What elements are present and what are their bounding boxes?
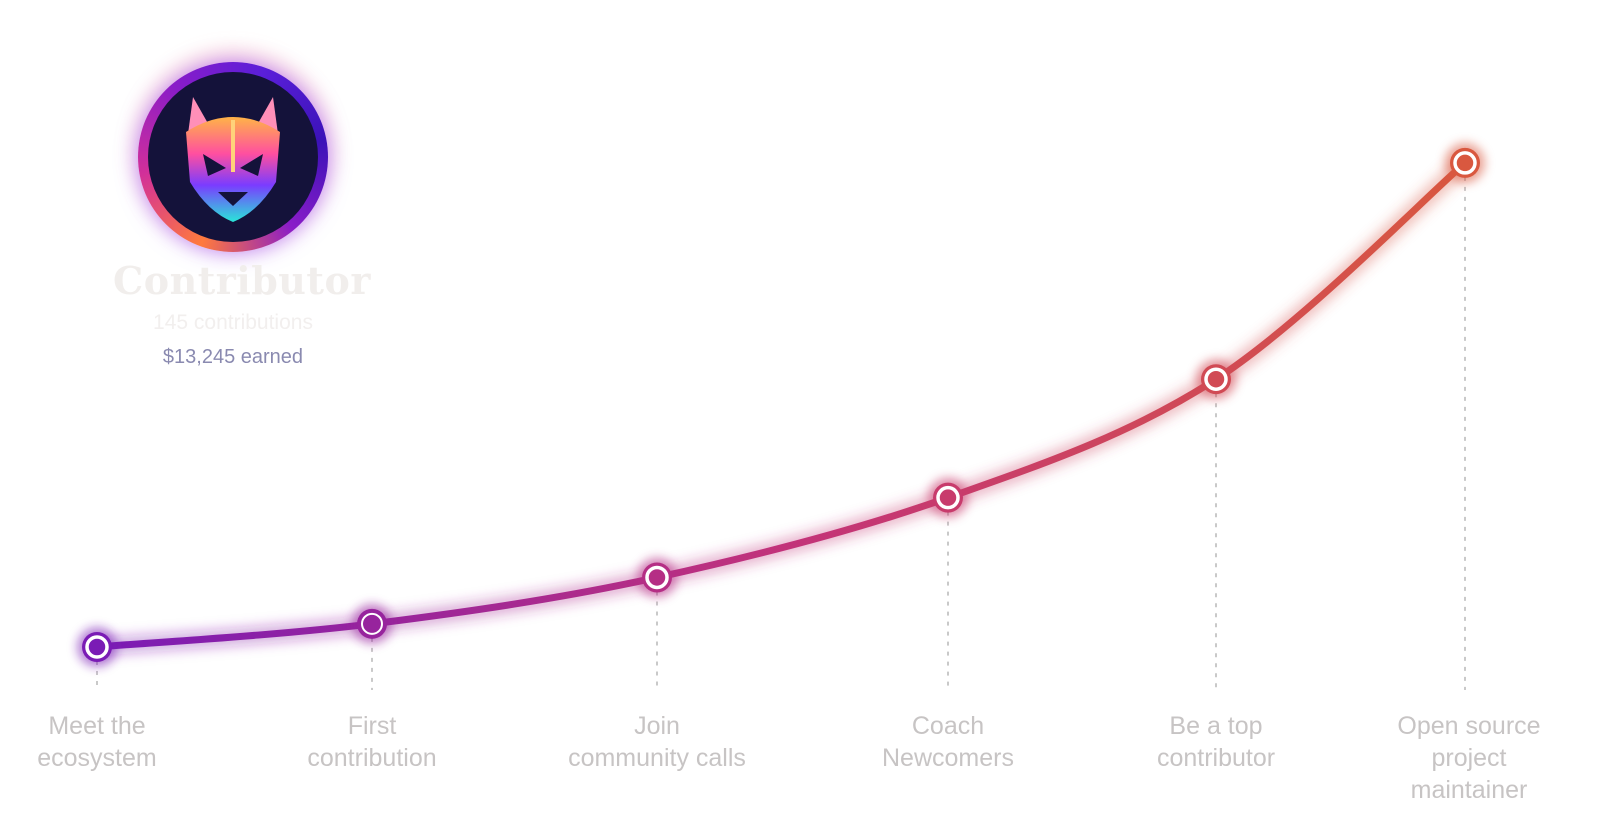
step-node[interactable]: [352, 603, 392, 644]
step-label: Be a top contributor: [1156, 712, 1276, 772]
step-label: First contribution: [307, 712, 437, 772]
step-node-ring: [85, 635, 109, 659]
avatar: [138, 62, 328, 252]
step-label: Meet the ecosystem: [37, 712, 157, 772]
step-node-ring: [361, 612, 383, 635]
step-node[interactable]: [1445, 142, 1485, 183]
step-node[interactable]: [1196, 359, 1236, 400]
earned-amount: $13,245 earned: [162, 346, 304, 368]
profile-title: Contributor: [113, 258, 371, 303]
journey-curve: [93, 159, 1469, 651]
step-node-ring: [1453, 151, 1477, 175]
step-label: Join community calls: [568, 712, 746, 772]
step-node-ring: [936, 485, 960, 510]
step-node[interactable]: [928, 477, 968, 518]
step-node-ring: [645, 565, 669, 590]
contributor-profile: Contributor 145 contributions $13,245 ea…: [113, 40, 371, 380]
contributions-count: 145 contributions: [153, 311, 313, 334]
step-node[interactable]: [637, 557, 677, 598]
step-node[interactable]: [77, 627, 117, 667]
step-node-ring: [1204, 367, 1228, 391]
step-label: Coach Newcomers: [882, 712, 1014, 772]
step-label: Open source project maintainer: [1397, 712, 1541, 804]
fox-mask-icon: [186, 97, 280, 222]
